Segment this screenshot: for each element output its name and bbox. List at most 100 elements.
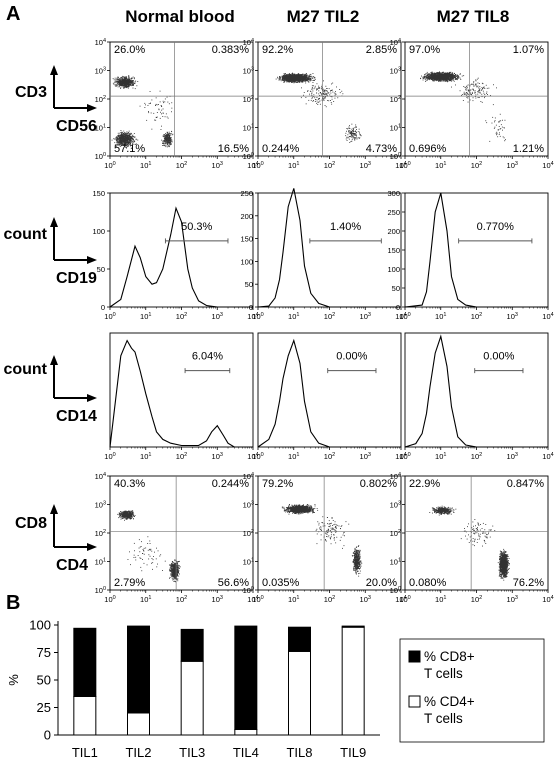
event-dot	[171, 140, 173, 141]
event-dot	[127, 79, 129, 81]
event-dot	[122, 143, 124, 145]
event-dot	[330, 102, 332, 103]
event-dot	[321, 93, 323, 95]
event-dot	[284, 77, 286, 79]
event-dot	[121, 81, 122, 83]
event-dot	[149, 91, 151, 92]
event-dot	[123, 85, 125, 87]
event-dot	[125, 85, 127, 87]
event-dot	[119, 84, 120, 85]
event-dot	[435, 75, 437, 77]
event-dot	[439, 78, 441, 80]
event-dot	[448, 73, 450, 75]
event-dot	[311, 88, 313, 90]
event-dot	[117, 79, 119, 81]
event-dot	[501, 126, 503, 128]
y-tick-label: 102	[95, 95, 106, 104]
event-dot	[280, 76, 281, 78]
event-dot	[499, 128, 501, 130]
event-dot	[322, 90, 324, 92]
event-dot	[163, 136, 165, 138]
event-dot	[498, 134, 500, 135]
event-dot	[437, 77, 439, 79]
event-dot	[453, 75, 455, 77]
event-dot	[127, 144, 129, 146]
event-dot	[169, 137, 171, 138]
event-dot	[494, 126, 496, 128]
event-dot	[126, 138, 128, 140]
event-dot	[300, 80, 302, 82]
event-dot	[496, 133, 498, 135]
event-dot	[122, 79, 124, 80]
event-dot	[127, 83, 129, 85]
event-dot	[453, 78, 455, 79]
event-dot	[334, 97, 336, 99]
event-dot	[432, 78, 434, 80]
event-dot	[324, 97, 326, 98]
event-dot	[284, 80, 286, 82]
event-dot	[436, 75, 438, 77]
event-dot	[497, 129, 499, 130]
event-dot	[439, 74, 441, 76]
event-dot	[168, 142, 170, 144]
event-dot	[170, 141, 172, 142]
event-dot	[277, 76, 278, 78]
event-dot	[121, 139, 123, 141]
event-dot	[309, 78, 311, 80]
event-dot	[161, 109, 163, 111]
event-dot	[443, 75, 445, 77]
event-dot	[116, 138, 118, 140]
event-dot	[163, 138, 165, 140]
event-dot	[437, 72, 439, 74]
event-dot	[322, 88, 324, 90]
event-dot	[293, 78, 294, 80]
event-dot	[357, 131, 359, 133]
event-dot	[118, 79, 120, 81]
event-dot	[429, 76, 431, 77]
event-dot	[445, 77, 447, 79]
event-dot	[308, 81, 310, 83]
event-dot	[131, 141, 133, 143]
event-dot	[124, 132, 125, 134]
event-dot	[293, 75, 295, 77]
event-dot	[438, 72, 440, 74]
event-dot	[298, 81, 300, 83]
event-dot	[123, 136, 125, 138]
event-dot	[132, 80, 133, 82]
event-dot	[115, 138, 117, 140]
event-dot	[122, 82, 124, 84]
event-dot	[442, 78, 444, 80]
event-dot	[118, 141, 120, 143]
event-dot	[453, 80, 455, 82]
event-dot	[130, 133, 132, 135]
event-dot	[284, 79, 286, 81]
event-dot	[351, 135, 353, 137]
event-dot	[118, 77, 119, 79]
event-dot	[120, 138, 122, 140]
event-dot	[162, 100, 164, 102]
event-dot	[321, 99, 323, 101]
event-dot	[122, 83, 124, 85]
event-dot	[306, 79, 307, 80]
event-dot	[294, 78, 296, 80]
event-dot	[316, 89, 317, 91]
event-dot	[125, 76, 127, 78]
event-dot	[131, 80, 133, 81]
event-dot	[471, 88, 473, 90]
event-dot	[118, 136, 120, 138]
event-dot	[422, 77, 424, 79]
event-dot	[129, 79, 130, 81]
event-dot	[119, 139, 120, 141]
event-dot	[125, 79, 127, 81]
event-dot	[126, 85, 128, 87]
event-dot	[285, 77, 287, 79]
event-dot	[425, 76, 427, 78]
event-dot	[123, 80, 125, 82]
event-dot	[125, 136, 127, 138]
event-dot	[167, 138, 169, 140]
event-dot	[452, 78, 454, 80]
event-dot	[311, 93, 313, 95]
event-dot	[119, 83, 121, 85]
event-dot	[449, 73, 451, 75]
event-dot	[426, 79, 428, 81]
